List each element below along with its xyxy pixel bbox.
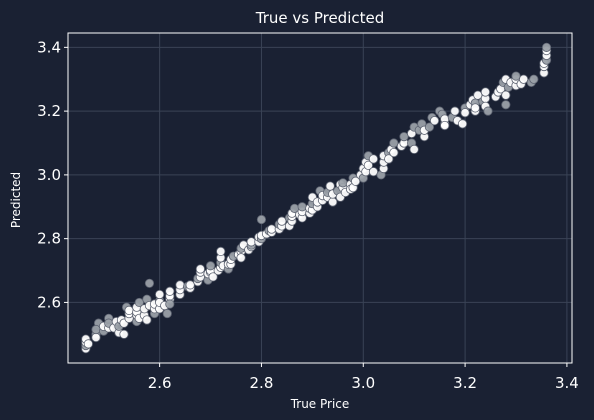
data-point [473,90,483,100]
plot-frame [67,32,573,364]
data-point [91,332,101,343]
data-point [429,116,440,126]
data-point [409,144,419,154]
data-point [363,160,373,170]
y-tick-label: 2.8 [37,230,61,248]
y-axis-label: Predicted [9,172,23,228]
data-point [195,264,205,274]
data-point [119,329,129,339]
data-point [256,214,267,225]
data-point [389,147,399,158]
data-point [399,132,409,142]
data-point [338,178,348,188]
x-tick-label: 3.0 [351,374,375,392]
data-point [501,90,511,100]
data-point [208,272,218,282]
data-point [351,176,361,186]
data-point [246,237,256,247]
data-point [277,216,287,226]
data-point [267,224,277,234]
y-tick-label: 2.6 [37,293,61,311]
data-point [480,87,491,97]
data-point [205,261,216,271]
data-point [144,278,155,288]
data-point [162,308,172,319]
data-point [325,181,335,191]
data-point [470,103,480,113]
x-tick-label: 2.8 [250,374,274,392]
data-point [368,167,379,177]
x-axis-label: True Price [290,397,350,411]
data-points [81,42,552,354]
y-axis-ticks: 2.6 2.8 3.0 3.2 3.4 [37,38,68,311]
x-tick-label: 3.2 [453,374,477,392]
data-point [511,71,521,81]
data-point [134,297,144,308]
chart-title: True vs Predicted [255,9,385,27]
data-point [483,106,493,116]
data-point [185,280,195,290]
data-point [529,74,539,84]
data-point [236,253,246,263]
data-point [216,246,226,257]
data-point [457,119,468,129]
data-point [440,120,450,131]
data-point [165,286,175,296]
data-point [541,42,552,52]
data-point [450,106,460,116]
data-point [460,108,470,118]
data-point [124,305,134,315]
data-point [519,74,529,84]
data-point [501,100,511,110]
data-point [297,202,307,212]
y-tick-label: 3.0 [37,166,61,184]
data-point [91,324,101,335]
x-tick-label: 3.4 [555,374,579,392]
y-tick-label: 3.2 [37,102,61,120]
y-tick-label: 3.4 [37,38,61,56]
data-point [175,280,185,290]
data-point [384,154,394,164]
data-point [368,154,379,164]
x-tick-label: 2.6 [148,374,172,392]
x-axis-ticks: 2.6 2.8 3.0 3.2 3.4 [148,363,579,392]
data-point [165,299,175,309]
data-point [424,122,435,132]
data-point [142,315,152,325]
data-point [389,138,399,148]
data-point [83,339,93,349]
data-point [328,197,338,207]
data-point [155,289,165,300]
